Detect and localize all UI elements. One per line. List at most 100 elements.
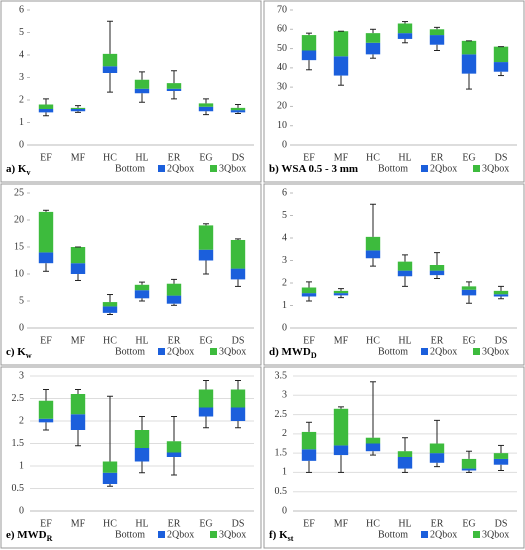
box-segment [70, 414, 86, 430]
x-tick-label: DS [232, 152, 245, 163]
legend-label: 2Qbox [167, 163, 194, 174]
box-segment [198, 103, 214, 107]
x-tick-label: EF [303, 518, 315, 529]
x-tick-label: EG [462, 152, 475, 163]
box-segment [493, 294, 509, 297]
y-tick-label: 60 [277, 24, 287, 35]
box-segment [70, 263, 86, 274]
x-tick-label: MF [334, 335, 349, 346]
box-segment [134, 79, 150, 89]
y-tick-label: 5 [19, 27, 24, 38]
x-tick-label: ER [431, 152, 444, 163]
box-segment [38, 211, 54, 253]
box-segment [230, 239, 246, 269]
x-tick-label: HL [135, 335, 148, 346]
box-segment [333, 445, 349, 456]
box-segment [231, 112, 245, 145]
box-segment [199, 417, 213, 512]
panel-label-sub: D [311, 351, 317, 360]
box-segment [397, 457, 413, 469]
box-segment [397, 23, 413, 34]
y-tick-label: 0 [19, 139, 24, 150]
y-tick-label: 1.5 [12, 438, 25, 449]
legend-label: 3Qbox [219, 346, 246, 357]
box-segment [166, 295, 182, 304]
box-segment [198, 249, 214, 261]
box-segment [135, 298, 149, 328]
legend-swatch [106, 531, 113, 538]
panel-label: e) MWDR [6, 529, 53, 544]
legend-swatch [106, 348, 113, 355]
y-tick-label: 6 [19, 4, 24, 15]
box-segment [134, 430, 150, 448]
box-segment [365, 250, 381, 259]
x-tick-label: EF [40, 518, 52, 529]
y-tick-label: 2 [19, 415, 24, 426]
box-segment [493, 458, 509, 465]
y-tick-label: 1.5 [275, 447, 288, 458]
box-segment [430, 463, 444, 511]
x-tick-label: HL [398, 518, 411, 529]
box-segment [494, 72, 508, 145]
y-tick-label: 3 [282, 255, 287, 266]
legend-swatch [421, 531, 428, 538]
box-segment [166, 83, 182, 89]
x-tick-label: DS [495, 518, 508, 529]
x-tick-label: MF [71, 518, 86, 529]
y-tick-label: 20 [14, 214, 24, 225]
box-segment [198, 407, 214, 417]
x-tick-label: HL [398, 152, 411, 163]
box-segment [461, 468, 477, 471]
panel-label: b) WSA 0.5 - 3 mm [269, 163, 358, 175]
y-tick-label: 0.5 [275, 486, 288, 497]
box-segment [301, 50, 317, 61]
box-segment [70, 247, 86, 264]
box-segment [365, 42, 381, 55]
x-tick-label: ER [168, 518, 181, 529]
x-tick-label: EF [40, 335, 52, 346]
y-tick-label: 3.5 [275, 370, 288, 381]
box-segment [71, 274, 85, 328]
box-segment [38, 104, 54, 109]
box-segment [365, 33, 381, 43]
box-segment [429, 270, 445, 276]
x-tick-label: HC [366, 518, 380, 529]
panel-label: a) Kv [6, 163, 30, 178]
y-tick-label: 1 [19, 117, 24, 128]
box-segment [333, 408, 349, 446]
y-tick-label: 5 [282, 210, 287, 221]
box-segment [166, 88, 182, 91]
box-segment [429, 265, 445, 271]
panel-label-main: f) K [269, 529, 288, 541]
box-segment [430, 45, 444, 145]
x-tick-label: EF [303, 152, 315, 163]
box-segment [302, 60, 316, 145]
panel-border [263, 0, 525, 183]
y-tick-label: 0.5 [12, 483, 25, 494]
panel-border [263, 366, 525, 549]
box-segment [397, 261, 413, 271]
x-tick-label: HL [398, 335, 411, 346]
box-segment [366, 451, 380, 511]
box-segment [230, 407, 246, 421]
box-segment [167, 304, 181, 328]
y-tick-label: 5 [19, 295, 24, 306]
legend-swatch [158, 531, 165, 538]
box-segment [366, 54, 380, 145]
box-segment [301, 293, 317, 297]
box-segment [429, 29, 445, 36]
box-segment [301, 449, 317, 461]
x-tick-label: MF [334, 152, 349, 163]
legend-swatch [210, 165, 217, 172]
legend-swatch [421, 348, 428, 355]
panel-label-main: a) K [6, 163, 27, 175]
box-segment [39, 112, 53, 145]
x-tick-label: DS [232, 518, 245, 529]
x-tick-label: ER [431, 335, 444, 346]
x-tick-label: EF [40, 152, 52, 163]
panel-label: f) Kst [269, 529, 294, 544]
legend-label: Bottom [115, 346, 145, 357]
y-tick-label: 6 [282, 187, 287, 198]
box-segment [493, 46, 509, 63]
panel-border [0, 366, 262, 549]
